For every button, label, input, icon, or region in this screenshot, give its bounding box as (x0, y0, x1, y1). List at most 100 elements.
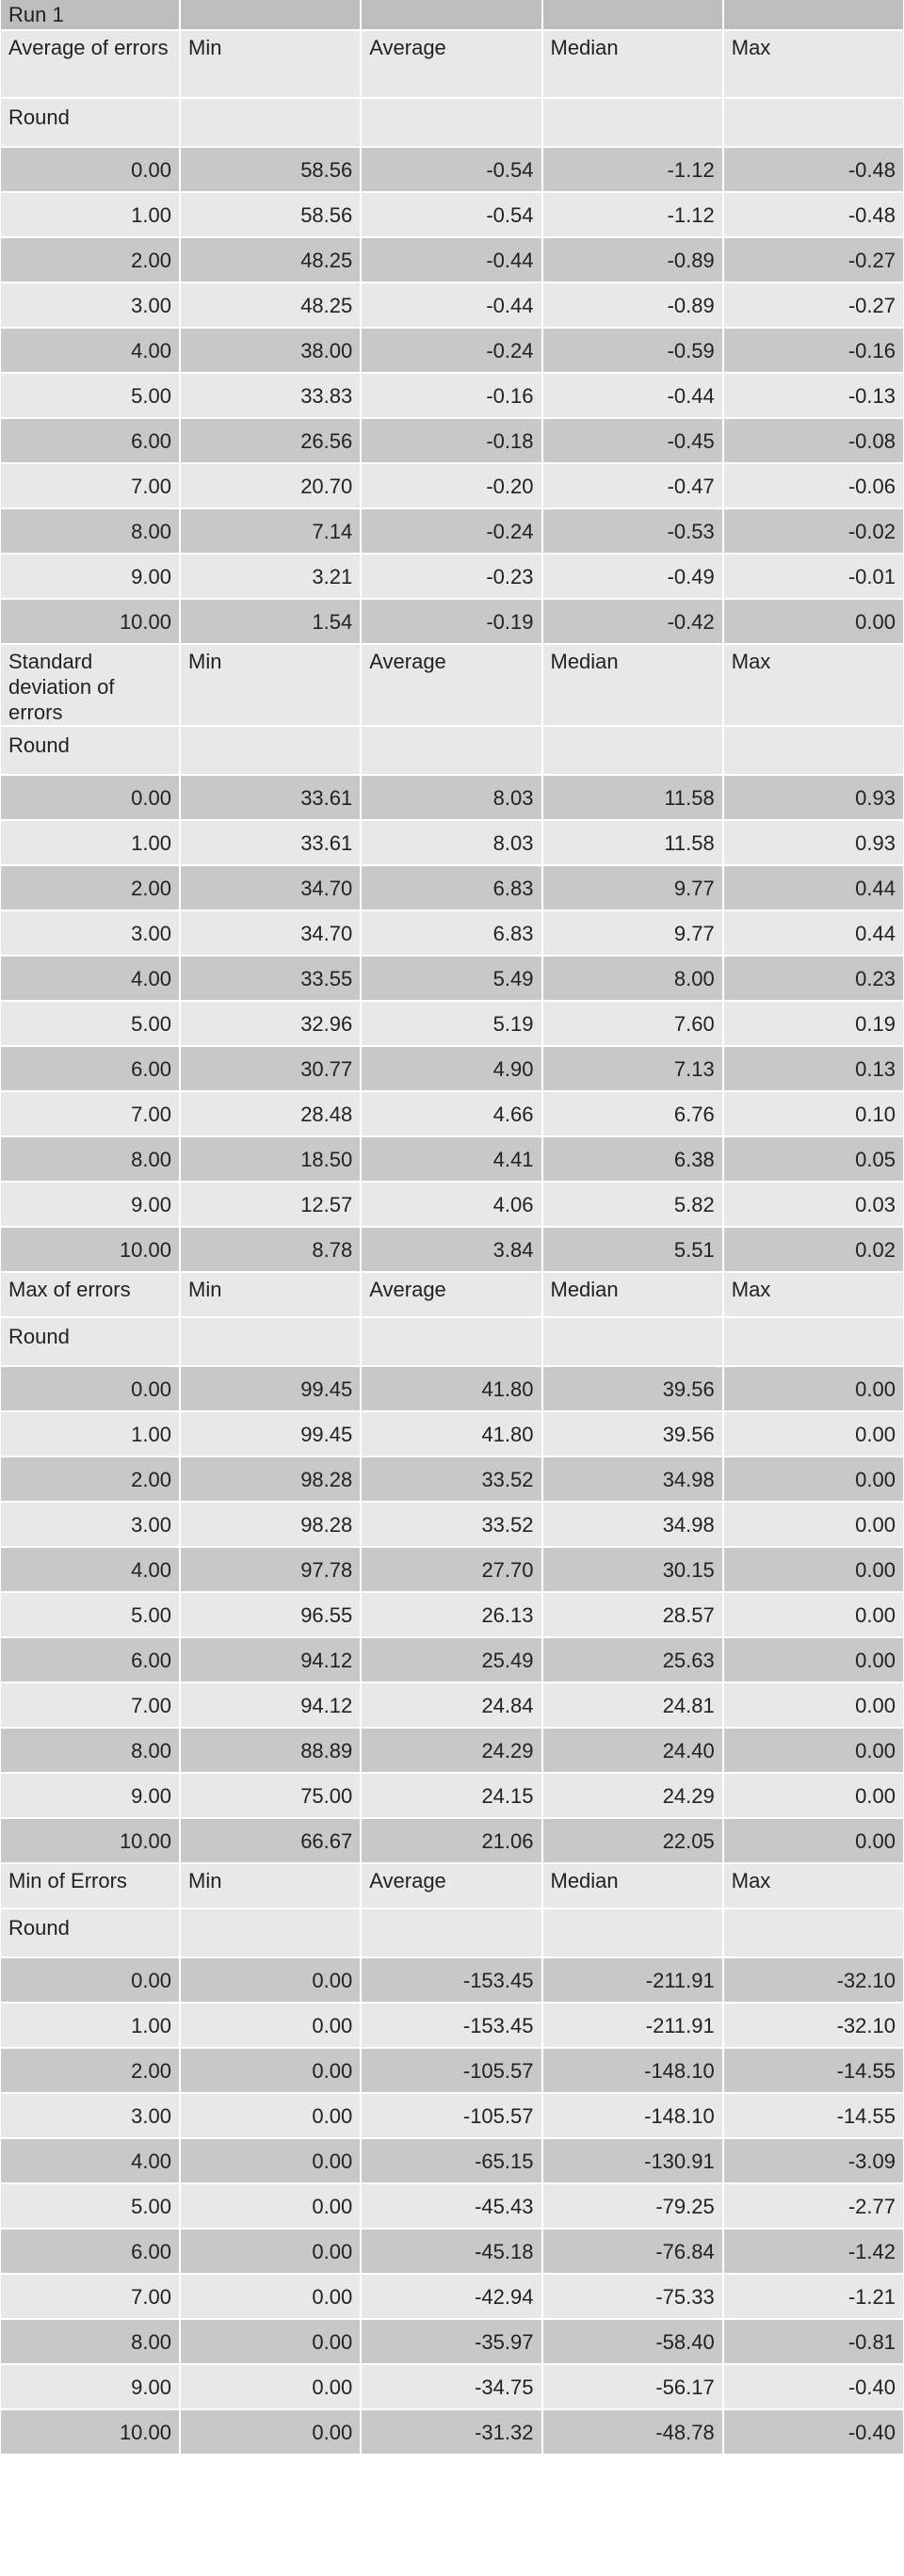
min-cell: 33.61 (181, 776, 361, 819)
round-cell: 10.00 (1, 1228, 179, 1271)
median-cell: -0.45 (542, 419, 722, 462)
max-cell: -14.55 (723, 2049, 903, 2092)
average-cell: -0.54 (362, 193, 541, 236)
column-header: Average (362, 1864, 541, 1908)
min-cell: 0.00 (181, 2184, 361, 2228)
median-cell: 5.82 (542, 1183, 722, 1226)
median-cell: -79.25 (542, 2184, 722, 2228)
column-header: Min (181, 1864, 361, 1908)
average-cell: -0.24 (362, 329, 541, 372)
min-cell: 88.89 (181, 1729, 361, 1772)
median-cell: -0.59 (542, 329, 722, 372)
min-cell: 33.55 (181, 957, 361, 1000)
table-row: 7.00 20.70 -0.20 -0.47 -0.06 (1, 464, 903, 507)
max-cell: -0.40 (723, 2410, 903, 2454)
average-cell: 26.13 (362, 1593, 541, 1636)
column-header: Median (542, 1273, 722, 1316)
median-cell: -0.53 (542, 509, 722, 553)
table-row: 10.00 1.54 -0.19 -0.42 0.00 (1, 600, 903, 643)
max-cell: 0.13 (723, 1047, 903, 1090)
median-cell: -58.40 (542, 2320, 722, 2363)
min-cell: 98.28 (181, 1503, 361, 1546)
median-cell: 25.63 (542, 1638, 722, 1682)
average-cell: -153.45 (362, 2004, 541, 2047)
median-cell: -211.91 (542, 2004, 722, 2047)
round-label: Round (1, 727, 179, 774)
round-cell: 3.00 (1, 1503, 179, 1546)
max-cell: -0.48 (723, 193, 903, 236)
max-cell: -0.02 (723, 509, 903, 553)
section-header-row: Standard deviation of errors Min Average Me… (1, 645, 903, 725)
table-row: 10.00 66.67 21.06 22.05 0.00 (1, 1819, 903, 1862)
round-spacer (542, 727, 722, 774)
max-cell: 0.00 (723, 1638, 903, 1682)
round-cell: 2.00 (1, 866, 179, 910)
median-cell: -75.33 (542, 2275, 722, 2318)
round-cell: 10.00 (1, 1819, 179, 1862)
round-cell: 9.00 (1, 2365, 179, 2408)
section-label: Min of Errors (1, 1864, 179, 1908)
round-spacer (723, 1909, 903, 1956)
column-header: Median (542, 1864, 722, 1908)
max-cell: -0.08 (723, 419, 903, 462)
average-cell: -34.75 (362, 2365, 541, 2408)
title-spacer (542, 0, 722, 29)
min-cell: 0.00 (181, 2365, 361, 2408)
round-header-row: Round (1, 99, 903, 146)
median-cell: 34.98 (542, 1457, 722, 1501)
section-label: Max of errors (1, 1273, 179, 1316)
min-cell: 34.70 (181, 911, 361, 955)
max-cell: 0.05 (723, 1137, 903, 1181)
round-header-row: Round (1, 1909, 903, 1956)
max-cell: -2.77 (723, 2184, 903, 2228)
average-cell: 41.80 (362, 1367, 541, 1410)
run-title: Run 1 (1, 0, 179, 29)
round-cell: 5.00 (1, 1593, 179, 1636)
average-cell: -42.94 (362, 2275, 541, 2318)
min-cell: 99.45 (181, 1367, 361, 1410)
column-header: Median (542, 645, 722, 725)
max-cell: -1.21 (723, 2275, 903, 2318)
round-spacer (542, 1909, 722, 1956)
min-cell: 98.28 (181, 1457, 361, 1501)
round-cell: 0.00 (1, 1367, 179, 1410)
median-cell: -0.42 (542, 600, 722, 643)
round-cell: 3.00 (1, 911, 179, 955)
median-cell: 5.51 (542, 1228, 722, 1271)
average-cell: 21.06 (362, 1819, 541, 1862)
min-cell: 0.00 (181, 2094, 361, 2137)
round-cell: 9.00 (1, 1774, 179, 1817)
median-cell: 39.56 (542, 1412, 722, 1456)
average-cell: 33.52 (362, 1457, 541, 1501)
min-cell: 1.54 (181, 600, 361, 643)
section-header-row: Min of Errors Min Average Median Max (1, 1864, 903, 1908)
max-cell: 0.93 (723, 776, 903, 819)
min-cell: 0.00 (181, 2004, 361, 2047)
round-label: Round (1, 99, 179, 146)
average-cell: -0.44 (362, 238, 541, 282)
min-cell: 0.00 (181, 2275, 361, 2318)
table-row: 2.00 48.25 -0.44 -0.89 -0.27 (1, 238, 903, 282)
median-cell: -0.49 (542, 555, 722, 598)
min-cell: 8.78 (181, 1228, 361, 1271)
round-cell: 8.00 (1, 1137, 179, 1181)
section-label: Average of errors (1, 31, 179, 97)
min-cell: 48.25 (181, 283, 361, 327)
min-cell: 28.48 (181, 1092, 361, 1135)
average-cell: -45.18 (362, 2230, 541, 2273)
title-spacer (362, 0, 541, 29)
round-header-row: Round (1, 727, 903, 774)
table-row: 3.00 34.70 6.83 9.77 0.44 (1, 911, 903, 955)
table-row: 7.00 94.12 24.84 24.81 0.00 (1, 1683, 903, 1727)
table-row: 6.00 30.77 4.90 7.13 0.13 (1, 1047, 903, 1090)
round-label: Round (1, 1909, 179, 1956)
median-cell: -1.12 (542, 148, 722, 191)
round-spacer (723, 1318, 903, 1365)
column-header: Max (723, 645, 903, 725)
round-cell: 9.00 (1, 1183, 179, 1226)
max-cell: 0.00 (723, 600, 903, 643)
table-row: 2.00 98.28 33.52 34.98 0.00 (1, 1457, 903, 1501)
column-header: Max (723, 1273, 903, 1316)
table-row: 0.00 0.00 -153.45 -211.91 -32.10 (1, 1958, 903, 2002)
median-cell: -76.84 (542, 2230, 722, 2273)
